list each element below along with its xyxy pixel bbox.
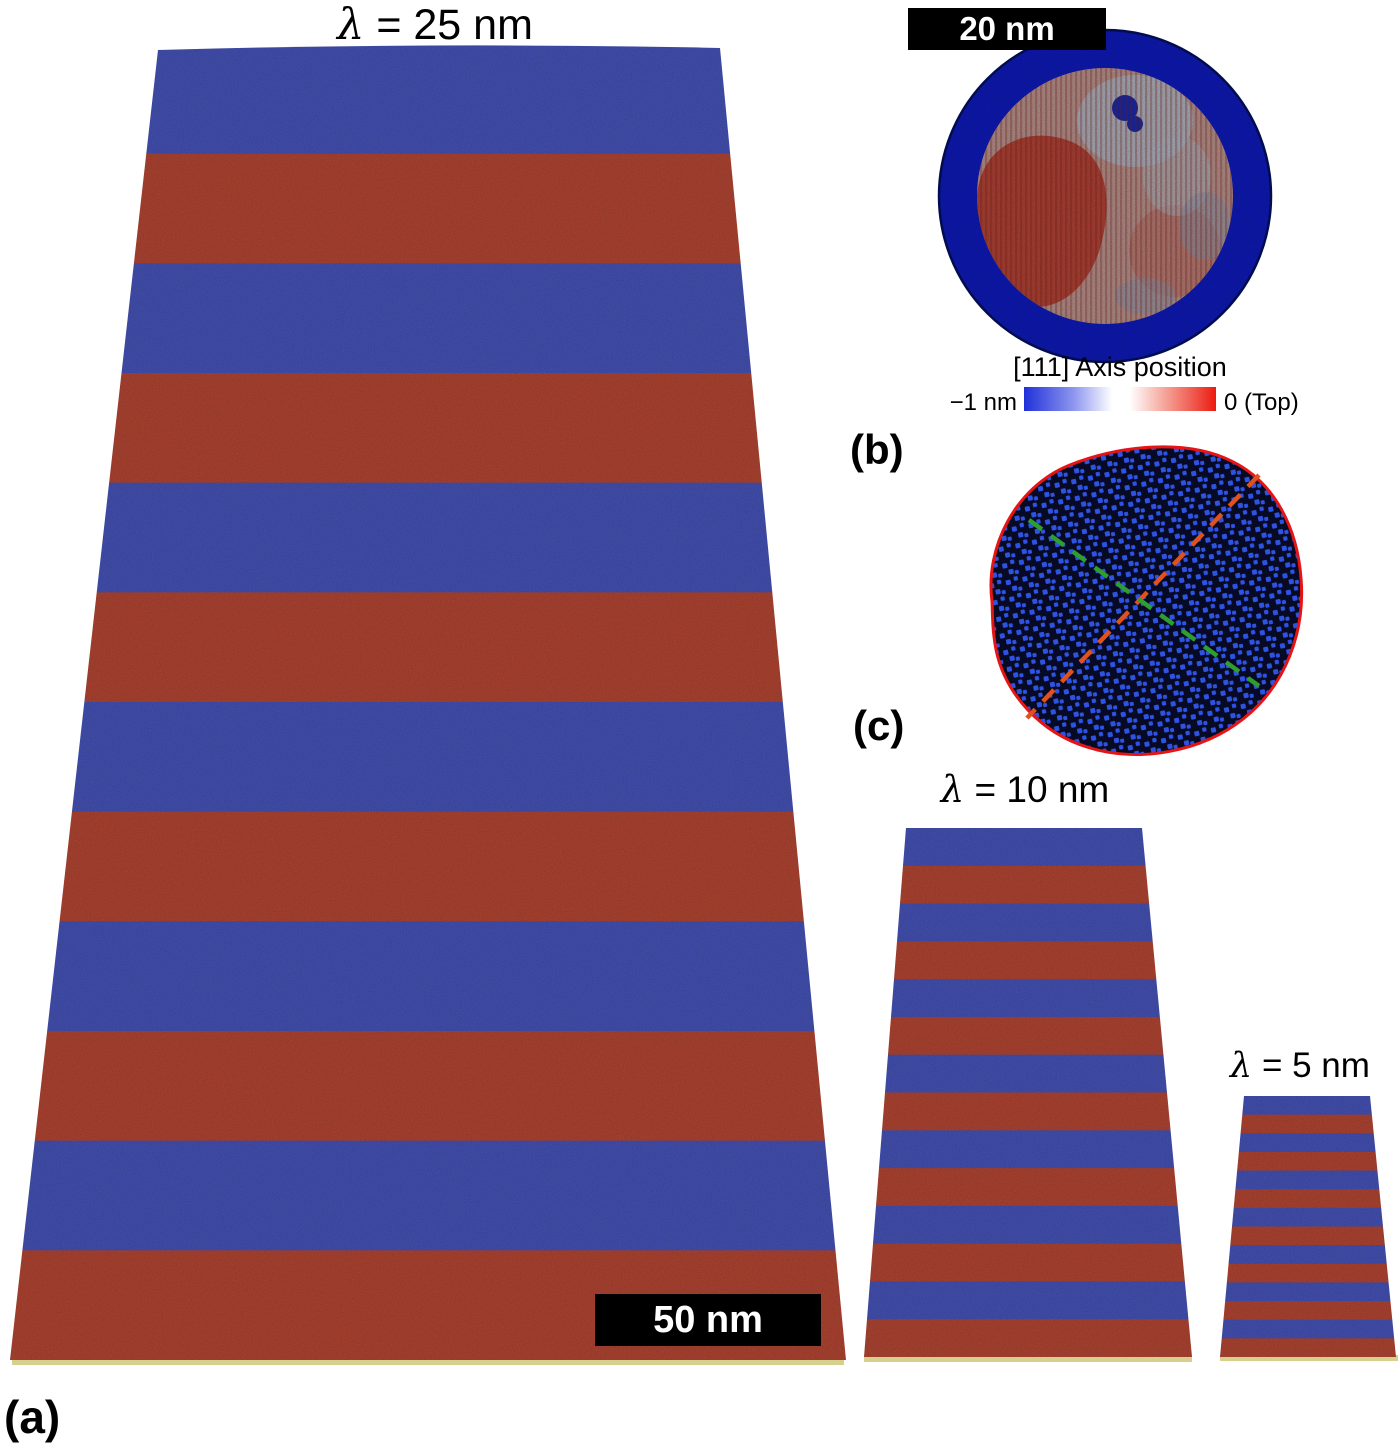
pillar-5nm-title: λ = 5 nm [1200, 1046, 1400, 1086]
lambda-symbol: λ [1230, 1046, 1253, 1086]
pillar-25nm-substrate [12, 1357, 844, 1365]
pillar-25nm-title-text: = 25 nm [364, 1, 533, 49]
colorbar-max-label: 0 (Top) [1224, 389, 1299, 416]
pillar-5nm-title-text: = 5 nm [1252, 1046, 1370, 1085]
major-axis-dashed-line [1025, 473, 1261, 720]
pillar-10nm-title: λ = 10 nm [900, 768, 1150, 811]
pillar-5nm-substrate [1220, 1355, 1398, 1361]
pillar-10nm-title-text: = 10 nm [964, 769, 1110, 810]
pillar-25nm-noise [10, 45, 846, 1360]
blob-outline-ellipse [989, 445, 1304, 756]
lambda-symbol: λ [337, 0, 365, 50]
pillar-5nm-noise [1220, 1096, 1396, 1357]
pillar-5nm [1220, 1096, 1398, 1361]
pillar-10nm-substrate [864, 1355, 1192, 1362]
scale-bar-20nm-label: 20 nm [959, 10, 1055, 47]
cross-section-noise [938, 29, 1272, 363]
colorbar-title: [111] Axis position [1013, 352, 1227, 382]
pillar-25nm-title: λ = 25 nm [230, 0, 640, 50]
scale-bar-20nm: 20 nm [908, 8, 1106, 50]
pillar-10nm-noise [864, 828, 1192, 1357]
pillar-25nm [10, 45, 846, 1365]
panel-label-a: (a) [4, 1391, 61, 1443]
scale-bar-50nm-label: 50 nm [653, 1299, 763, 1341]
colorbar-gradient [1024, 387, 1216, 411]
top-view-blob [989, 445, 1304, 756]
panel-label-c: (c) [853, 702, 905, 749]
scale-bar-50nm: 50 nm [595, 1294, 821, 1346]
pillar-10nm [864, 828, 1192, 1362]
cross-section-view [937, 28, 1273, 364]
colorbar-min-label: −1 nm [949, 389, 1017, 416]
panel-label-b: (b) [850, 426, 904, 473]
minor-axis-dashed-line [1027, 518, 1261, 688]
lambda-symbol: λ [940, 768, 965, 811]
